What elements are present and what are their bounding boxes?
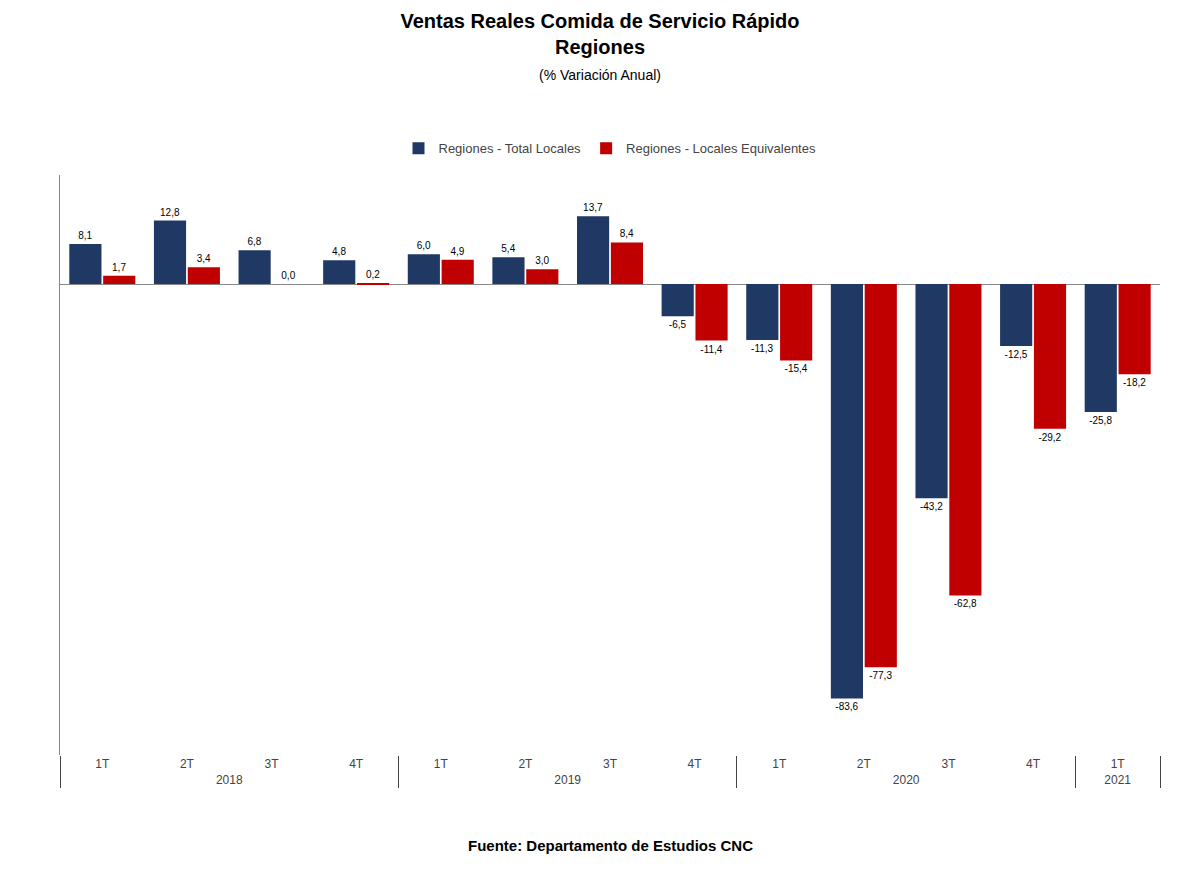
- svg-text:-18,2: -18,2: [1123, 377, 1146, 388]
- svg-text:-25,8: -25,8: [1089, 415, 1112, 426]
- svg-text:3T: 3T: [941, 757, 956, 771]
- svg-text:2T: 2T: [518, 757, 533, 771]
- svg-text:3,4: 3,4: [197, 253, 211, 264]
- svg-text:Regiones - Locales Equivalente: Regiones - Locales Equivalentes: [626, 141, 816, 156]
- svg-text:13,7: 13,7: [583, 202, 603, 213]
- svg-text:6,8: 6,8: [247, 236, 261, 247]
- svg-text:2T: 2T: [180, 757, 195, 771]
- svg-text:-62,8: -62,8: [954, 598, 977, 609]
- svg-text:1,7: 1,7: [112, 262, 126, 273]
- svg-text:-11,3: -11,3: [751, 343, 773, 354]
- svg-text:3T: 3T: [603, 757, 618, 771]
- svg-text:8,1: 8,1: [78, 230, 92, 241]
- svg-text:3,0: 3,0: [535, 255, 549, 266]
- svg-text:-77,3: -77,3: [869, 670, 892, 681]
- svg-text:5,4: 5,4: [501, 243, 515, 254]
- svg-text:2021: 2021: [1104, 773, 1131, 787]
- svg-text:1T: 1T: [772, 757, 787, 771]
- svg-text:4T: 4T: [1026, 757, 1041, 771]
- svg-text:-12,5: -12,5: [1005, 349, 1028, 360]
- svg-text:Fuente: Departamento de Estudi: Fuente: Departamento de Estudios CNC: [468, 837, 753, 854]
- svg-text:-6,5: -6,5: [669, 319, 687, 330]
- svg-text:8,4: 8,4: [620, 228, 634, 239]
- svg-text:6,0: 6,0: [417, 240, 431, 251]
- svg-text:-83,6: -83,6: [835, 701, 858, 712]
- svg-text:Regiones - Total Locales: Regiones - Total Locales: [439, 141, 582, 156]
- svg-text:-11,4: -11,4: [700, 344, 722, 355]
- svg-text:4,9: 4,9: [451, 246, 465, 257]
- svg-text:12,8: 12,8: [160, 207, 180, 218]
- svg-text:0,0: 0,0: [281, 270, 295, 281]
- svg-text:2020: 2020: [893, 773, 920, 787]
- svg-text:-29,2: -29,2: [1038, 432, 1061, 443]
- svg-text:2018: 2018: [216, 773, 243, 787]
- svg-text:2019: 2019: [554, 773, 581, 787]
- svg-text:3T: 3T: [265, 757, 280, 771]
- svg-text:1T: 1T: [1111, 757, 1126, 771]
- svg-text:-15,4: -15,4: [785, 363, 808, 374]
- svg-text:-43,2: -43,2: [920, 501, 943, 512]
- svg-text:Ventas Reales Comida de Servic: Ventas Reales Comida de Servicio RápidoR…: [400, 10, 799, 83]
- svg-text:1T: 1T: [434, 757, 449, 771]
- svg-text:4T: 4T: [349, 757, 364, 771]
- svg-text:4,8: 4,8: [332, 246, 346, 257]
- svg-text:0,2: 0,2: [366, 269, 380, 280]
- svg-text:4T: 4T: [688, 757, 703, 771]
- svg-text:2T: 2T: [857, 757, 872, 771]
- svg-text:1T: 1T: [95, 757, 110, 771]
